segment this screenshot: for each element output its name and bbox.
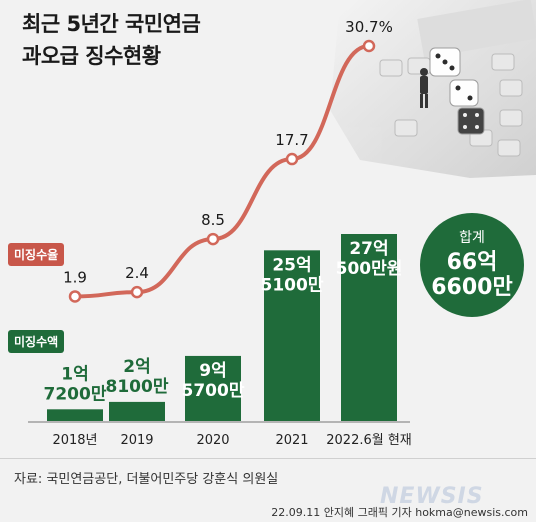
legend-rate-badge: 미징수율 bbox=[8, 243, 65, 266]
chart-title-line2: 과오급 징수현황 bbox=[22, 44, 161, 68]
bar-value-label-3-1: 5100만 bbox=[261, 275, 324, 295]
rate-value-label-1: 2.4 bbox=[125, 264, 149, 282]
bar-value-label-1-0: 2억 bbox=[123, 357, 150, 377]
total-circle: 합계 66억 6600만 bbox=[420, 213, 524, 317]
rate-point-0 bbox=[68, 290, 82, 303]
x-tick-label-2: 2020 bbox=[196, 433, 229, 448]
total-value-line1: 66억 bbox=[446, 250, 498, 275]
rate-value-label-4: 30.7% bbox=[345, 18, 393, 36]
bar-2 bbox=[185, 355, 241, 421]
rate-value-label-2: 8.5 bbox=[201, 211, 225, 229]
rate-point-1 bbox=[130, 285, 144, 299]
rate-point-3 bbox=[285, 152, 299, 166]
bar-value-label-4-1: 500만원 bbox=[336, 259, 403, 279]
legend-amount-badge: 미징수액 bbox=[8, 330, 65, 353]
rate-value-label-3: 17.7 bbox=[275, 131, 308, 149]
chart-title-line1: 최근 5년간 국민연금 bbox=[22, 12, 201, 36]
legend-rate-label: 미징수율 bbox=[14, 248, 59, 262]
x-tick-label-0: 2018년 bbox=[52, 433, 97, 448]
rate-point-2 bbox=[206, 232, 220, 246]
watermark-logo: NEWSIS bbox=[380, 484, 484, 509]
bar-value-label-2-1: 5700만 bbox=[182, 381, 245, 401]
byline: 22.09.11 안지혜 그래픽 기자 hokma@newsis.com bbox=[271, 506, 528, 519]
bar-value-label-0-1: 7200만 bbox=[44, 384, 107, 404]
rate-line bbox=[73, 44, 371, 299]
bar-value-label-2-0: 9억 bbox=[199, 361, 226, 381]
bar-value-label-4-0: 27억 bbox=[349, 239, 388, 259]
rate-value-label-0: 1.9 bbox=[63, 268, 87, 286]
bar-3 bbox=[264, 250, 320, 421]
bar-1 bbox=[109, 401, 165, 421]
x-tick-label-1: 2019 bbox=[120, 433, 153, 448]
bar-4 bbox=[341, 234, 397, 421]
rate-point-4 bbox=[362, 39, 376, 53]
total-value-line2: 6600만 bbox=[431, 275, 513, 300]
bar-value-label-0-0: 1억 bbox=[61, 364, 88, 384]
x-tick-label-3: 2021 bbox=[275, 433, 308, 448]
total-label: 합계 bbox=[459, 230, 485, 246]
bar-value-label-1-1: 8100만 bbox=[106, 377, 169, 397]
legend-amount-label: 미징수액 bbox=[14, 335, 59, 349]
bar-0 bbox=[47, 409, 103, 421]
bar-value-label-3-0: 25억 bbox=[272, 255, 311, 275]
source-note: 자료: 국민연금공단, 더불어민주당 강훈식 의원실 bbox=[14, 472, 279, 487]
x-tick-label-4: 2022.6월 현재 bbox=[326, 433, 412, 448]
footer-divider bbox=[0, 458, 536, 459]
